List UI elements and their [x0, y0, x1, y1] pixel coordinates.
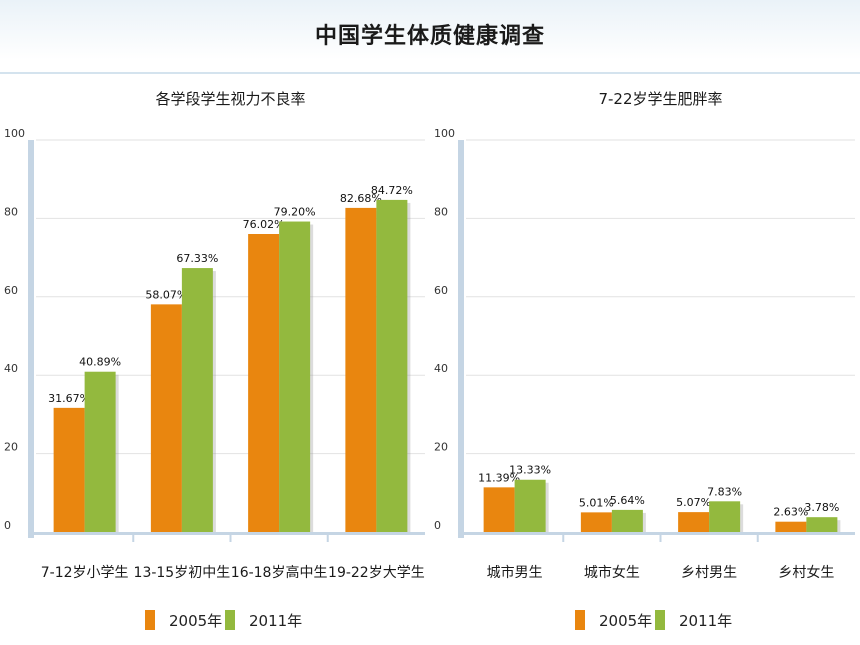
y-tick-label: 100: [434, 127, 455, 140]
data-label: 76.02%: [243, 218, 285, 231]
vision-chart: 各学段学生视力不良率 0 20 40 60 80 100 31.67% 40.89% 7-12岁小…: [4, 90, 425, 581]
data-label: 31.67%: [48, 392, 90, 405]
data-label: 82.68%: [340, 192, 382, 205]
y-tick-label: 60: [4, 284, 18, 297]
bar-2005: [345, 207, 377, 532]
legend-label-2005: 2005年: [169, 612, 223, 630]
bar-2005: [248, 234, 280, 533]
bar-2011: [376, 199, 408, 533]
obesity-chart: 7-22岁学生肥胖率 0 20 40 60 80 100 11.39%13.33% 城市男生 5.…: [434, 90, 855, 581]
bar-2011: [84, 371, 116, 532]
data-label: 7.83%: [707, 485, 742, 498]
bar-2005: [678, 512, 710, 532]
bar-2011: [279, 221, 311, 532]
data-label: 67.33%: [176, 252, 218, 265]
y-tick-label: 0: [4, 519, 11, 532]
bar-2011: [611, 509, 643, 532]
legend-swatch-2011: [225, 610, 235, 630]
y-tick-label: 20: [4, 441, 18, 454]
y-tick-label: 80: [4, 205, 18, 218]
data-label: 5.07%: [676, 496, 711, 509]
data-label: 5.64%: [610, 494, 645, 507]
y-tick-label: 40: [4, 362, 18, 375]
legend-swatch-2005: [575, 610, 585, 630]
y-axis: [458, 140, 464, 538]
data-label: 40.89%: [79, 356, 121, 369]
y-tick-label: 40: [434, 362, 448, 375]
category-label: 13-15岁初中生: [134, 564, 231, 581]
x-axis: [458, 532, 855, 535]
data-label: 58.07%: [145, 288, 187, 301]
bar-2011: [806, 517, 838, 532]
category-label: 乡村男生: [681, 565, 737, 581]
legend-label-2011: 2011年: [679, 612, 733, 630]
data-label: 13.33%: [509, 464, 551, 477]
bar-2005: [580, 512, 612, 532]
y-tick-label: 60: [434, 284, 448, 297]
chart-title: 各学段学生视力不良率: [155, 90, 305, 108]
y-tick-label: 0: [434, 519, 441, 532]
y-axis: [28, 140, 34, 538]
y-tick-label: 20: [434, 441, 448, 454]
bar-2011: [181, 268, 213, 532]
vision-legend: 2005年 2011年: [145, 608, 345, 632]
y-tick-label: 80: [434, 205, 448, 218]
obesity-legend: 2005年 2011年: [575, 608, 775, 632]
bar-2005: [53, 407, 85, 532]
page-title: 中国学生体质健康调查: [314, 24, 545, 49]
data-label: 11.39%: [478, 471, 520, 484]
x-axis: [28, 532, 425, 535]
data-label: 2.63%: [773, 506, 808, 519]
category-label: 19-22岁大学生: [328, 565, 425, 581]
legend-label-2011: 2011年: [249, 612, 303, 630]
bar-2011: [709, 501, 741, 532]
y-tick-label: 100: [4, 127, 25, 140]
category-label: 乡村女生: [778, 564, 834, 581]
data-label: 79.20%: [274, 206, 316, 219]
chart-title: 7-22岁学生肥胖率: [598, 90, 722, 108]
title-divider: [0, 72, 860, 74]
data-label: 84.72%: [371, 184, 413, 197]
data-label: 5.01%: [579, 496, 614, 509]
bar-2005: [150, 304, 182, 532]
category-label: 16-18岁高中生: [231, 564, 328, 581]
legend-swatch-2011: [655, 610, 665, 630]
data-label: 3.78%: [804, 501, 839, 514]
category-label: 7-12岁小学生: [41, 565, 129, 581]
legend-label-2005: 2005年: [599, 612, 653, 630]
category-label: 城市男生: [487, 564, 543, 581]
legend-swatch-2005: [145, 610, 155, 630]
bar-2005: [775, 521, 807, 532]
category-label: 城市女生: [584, 564, 640, 581]
bar-2005: [483, 487, 515, 532]
bar-2011: [514, 479, 546, 532]
